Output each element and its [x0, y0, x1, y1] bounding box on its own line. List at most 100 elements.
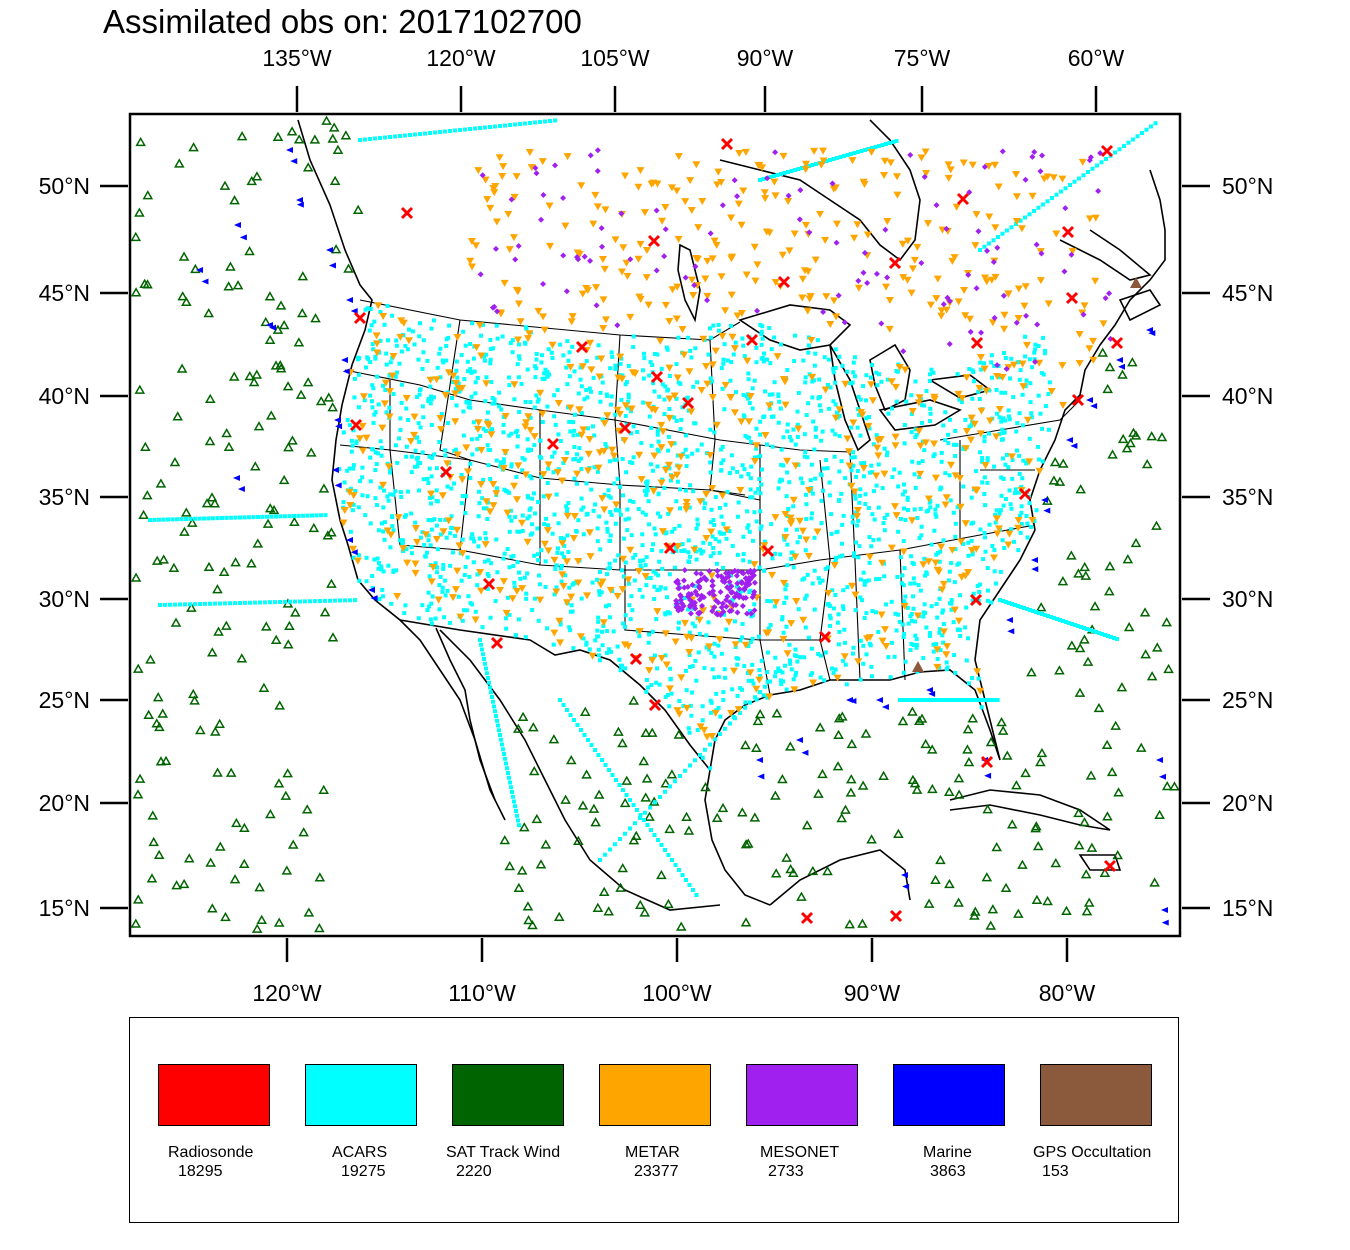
- mesonet-obs: [833, 239, 840, 246]
- acars-obs: [536, 397, 541, 402]
- acars-obs: [502, 551, 507, 556]
- acars-obs: [768, 175, 773, 179]
- acars-obs: [700, 755, 705, 760]
- acars-obs: [468, 461, 473, 466]
- acars-obs: [513, 633, 518, 638]
- metar-obs: [545, 202, 554, 210]
- acars-obs: [830, 428, 835, 433]
- acars-obs: [855, 425, 860, 430]
- acars-obs: [1046, 391, 1051, 396]
- acars-obs: [563, 573, 568, 578]
- sat-track-wind-obs: [857, 918, 868, 928]
- acars-obs: [831, 671, 836, 676]
- acars-obs: [916, 460, 921, 465]
- metar-obs: [353, 557, 362, 565]
- acars-obs: [727, 471, 732, 476]
- acars-obs: [895, 574, 900, 579]
- mesonet-obs: [540, 280, 547, 287]
- acars-obs: [443, 593, 448, 598]
- acars-obs: [947, 473, 952, 478]
- mesonet-obs: [713, 597, 720, 604]
- marine-obs: [286, 147, 293, 153]
- sat-track-wind-obs: [754, 708, 766, 719]
- acars-obs: [623, 613, 628, 618]
- acars-obs: [654, 617, 659, 622]
- acars-obs: [901, 670, 906, 675]
- sat-track-wind-obs: [310, 313, 321, 323]
- acars-obs: [362, 398, 367, 403]
- sat-track-wind-obs: [619, 797, 631, 808]
- sat-track-wind-obs: [1054, 665, 1065, 675]
- acars-obs: [636, 507, 641, 512]
- radiosonde-obs: [720, 137, 734, 151]
- metar-obs: [437, 426, 446, 434]
- acars-obs: [595, 577, 600, 582]
- acars-obs: [969, 521, 974, 526]
- acars-obs: [958, 634, 963, 639]
- mesonet-obs: [594, 168, 601, 175]
- marine-obs: [926, 687, 933, 693]
- metar-obs: [1075, 330, 1084, 338]
- metar-obs: [903, 237, 912, 245]
- metar-obs: [474, 419, 483, 427]
- acars-obs: [417, 392, 422, 397]
- acars-obs: [893, 611, 898, 616]
- acars-obs: [758, 491, 763, 496]
- acars-obs: [357, 479, 362, 484]
- metar-obs: [915, 394, 924, 402]
- acars-obs: [435, 365, 440, 370]
- acars-obs: [837, 354, 842, 359]
- acars-obs: [404, 454, 409, 459]
- acars-obs: [603, 763, 608, 767]
- acars-obs: [810, 395, 815, 400]
- metar-obs: [802, 160, 811, 168]
- acars-obs: [397, 436, 402, 441]
- acars-obs: [872, 517, 877, 522]
- sat-track-wind-obs: [1123, 621, 1135, 632]
- acars-obs: [754, 360, 759, 365]
- acars-obs: [168, 602, 172, 607]
- acars-obs: [1090, 166, 1095, 171]
- acars-obs: [417, 321, 422, 326]
- sat-track-wind-obs: [711, 812, 723, 823]
- sat-track-wind-obs: [153, 849, 165, 860]
- acars-obs: [184, 517, 188, 521]
- acars-obs: [997, 415, 1002, 420]
- metar-obs: [434, 596, 443, 604]
- metar-obs: [680, 351, 689, 359]
- acars-obs: [1037, 457, 1042, 462]
- acars-obs: [525, 571, 530, 576]
- metar-obs: [617, 268, 626, 276]
- metar-obs: [711, 347, 720, 355]
- acars-obs: [488, 337, 493, 342]
- acars-obs: [518, 576, 523, 581]
- metar-obs: [438, 492, 447, 500]
- acars-obs: [420, 450, 425, 455]
- sat-track-wind-obs: [836, 813, 847, 823]
- acars-obs: [991, 238, 996, 243]
- sat-track-wind-obs: [189, 695, 200, 705]
- metar-obs: [1099, 320, 1108, 328]
- acars-obs: [624, 793, 629, 797]
- acars-obs: [428, 131, 432, 135]
- acars-obs: [869, 674, 874, 679]
- acars-obs: [368, 137, 372, 141]
- mesonet-obs: [714, 572, 721, 579]
- metar-obs: [381, 379, 390, 387]
- acars-obs: [1014, 448, 1019, 453]
- acars-obs: [964, 658, 969, 663]
- acars-obs: [976, 389, 981, 394]
- acars-obs: [884, 602, 889, 607]
- mesonet-obs: [717, 588, 724, 595]
- acars-obs: [1036, 343, 1041, 348]
- acars-obs: [656, 573, 661, 578]
- acars-obs: [511, 794, 515, 799]
- sat-track-wind-obs: [207, 647, 218, 657]
- acars-obs: [793, 653, 797, 658]
- acars-obs: [676, 335, 681, 340]
- acars-obs: [428, 617, 433, 622]
- acars-obs: [854, 510, 859, 515]
- acars-obs: [836, 498, 841, 503]
- metar-obs: [661, 204, 670, 212]
- coastline: [1029, 169, 1166, 531]
